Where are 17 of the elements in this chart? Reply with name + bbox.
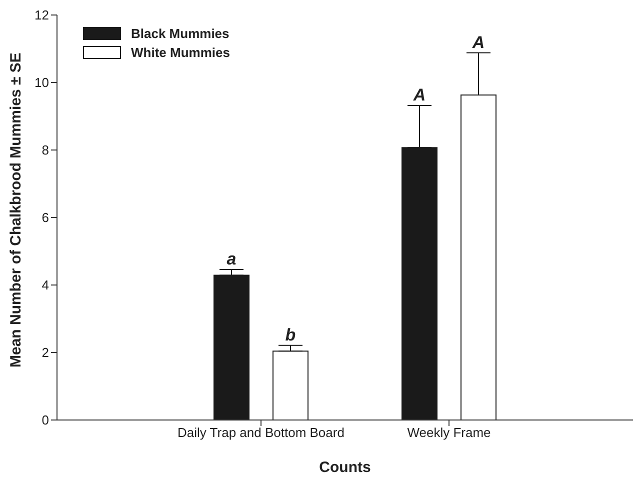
y-tick-label: 8: [42, 142, 49, 158]
y-axis-title: Mean Number of Chalkbrood Mummies ± SE: [7, 52, 24, 368]
y-tick-label: 12: [34, 8, 49, 23]
y-tick-label: 10: [34, 75, 49, 90]
annotation: A: [471, 32, 485, 52]
y-tick-label: 6: [42, 210, 49, 226]
y-tick-label: 2: [42, 345, 49, 360]
y-tick-label: 0: [42, 412, 49, 428]
annotation: a: [226, 249, 236, 268]
y-tick-label: 4: [42, 278, 49, 293]
legend-label: Black Mummies: [131, 26, 230, 41]
annotation: A: [412, 85, 426, 104]
x-tick-label: Weekly Frame: [407, 425, 491, 440]
x-tick-label: Daily Trap and Bottom Board: [178, 425, 344, 440]
annotation: b: [285, 325, 296, 344]
legend-label: White Mummies: [131, 45, 230, 60]
x-axis-title: Counts: [319, 459, 371, 476]
